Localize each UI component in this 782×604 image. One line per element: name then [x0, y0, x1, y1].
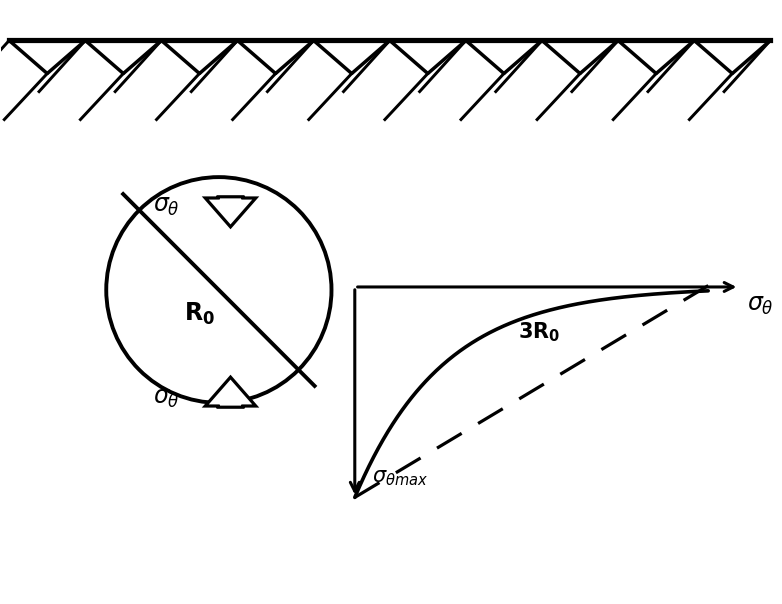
- Text: $\sigma_{\theta}$: $\sigma_{\theta}$: [747, 293, 773, 317]
- Text: $\mathbf{3R_0}$: $\mathbf{3R_0}$: [518, 320, 561, 344]
- Text: $\sigma_{\theta}$: $\sigma_{\theta}$: [153, 386, 180, 410]
- FancyArrow shape: [206, 377, 256, 407]
- Text: $\sigma_{\theta}$: $\sigma_{\theta}$: [153, 194, 180, 218]
- Text: $\mathbf{R_0}$: $\mathbf{R_0}$: [184, 301, 215, 327]
- Text: $\sigma_{\theta max}$: $\sigma_{\theta max}$: [372, 468, 428, 489]
- FancyArrow shape: [206, 197, 256, 227]
